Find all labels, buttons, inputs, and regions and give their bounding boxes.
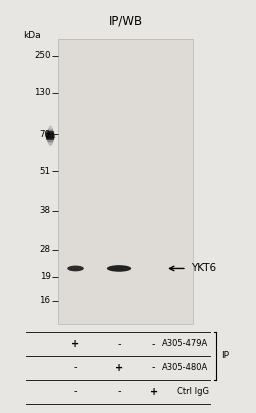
Text: 250: 250 <box>34 51 50 60</box>
Bar <box>58 39 193 324</box>
Text: YKT6: YKT6 <box>191 263 216 273</box>
Ellipse shape <box>67 266 84 271</box>
Text: -: - <box>152 363 155 373</box>
Text: -: - <box>74 387 77 396</box>
Text: +: + <box>150 387 158 396</box>
Text: -: - <box>74 363 77 373</box>
Text: 38: 38 <box>39 206 50 215</box>
Text: kDa: kDa <box>23 31 41 40</box>
Text: -: - <box>117 339 121 349</box>
Text: A305-479A: A305-479A <box>162 339 209 348</box>
Text: Ctrl IgG: Ctrl IgG <box>177 387 209 396</box>
Text: -: - <box>152 339 155 349</box>
Text: 16: 16 <box>39 296 50 305</box>
Text: +: + <box>115 363 123 373</box>
Text: IP: IP <box>221 351 229 360</box>
Text: 70: 70 <box>39 130 50 139</box>
Bar <box>58 39 193 324</box>
Text: 130: 130 <box>34 88 50 97</box>
Text: 51: 51 <box>39 167 50 176</box>
Text: +: + <box>71 339 80 349</box>
Text: 28: 28 <box>39 245 50 254</box>
Text: 19: 19 <box>40 272 50 281</box>
Text: -: - <box>117 387 121 396</box>
Text: A305-480A: A305-480A <box>162 363 209 372</box>
Ellipse shape <box>107 265 131 272</box>
Text: IP/WB: IP/WB <box>108 15 143 28</box>
